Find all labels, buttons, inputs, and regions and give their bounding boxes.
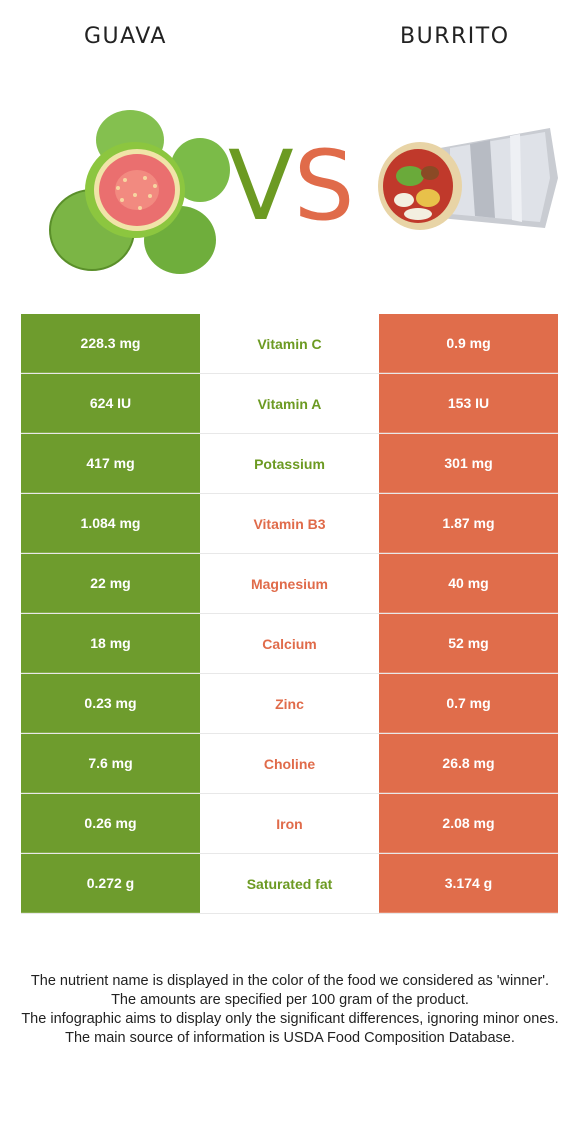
guava-value: 7.6 mg [21, 734, 200, 793]
table-row: 417 mg Potassium 301 mg [21, 434, 558, 494]
nutrient-name: Saturated fat [200, 854, 379, 913]
guava-value: 417 mg [21, 434, 200, 493]
nutrient-name: Zinc [200, 674, 379, 733]
right-food-title: BURRITO [400, 24, 510, 49]
burrito-value: 301 mg [379, 434, 558, 493]
nutrient-name: Magnesium [200, 554, 379, 613]
guava-value: 228.3 mg [21, 314, 200, 373]
footer-notes: The nutrient name is displayed in the co… [20, 972, 560, 1048]
guava-value: 22 mg [21, 554, 200, 613]
table-row: 624 IU Vitamin A 153 IU [21, 374, 558, 434]
table-row: 7.6 mg Choline 26.8 mg [21, 734, 558, 794]
burrito-value: 3.174 g [379, 854, 558, 913]
burrito-value: 40 mg [379, 554, 558, 613]
footer-line-1: The nutrient name is displayed in the co… [30, 973, 550, 989]
footer-line-3: The infographic aims to display only the… [21, 1011, 559, 1027]
footer-line-4: The main source of information is USDA F… [65, 1030, 515, 1046]
vs-s: S [293, 130, 355, 242]
nutrient-name: Iron [200, 794, 379, 853]
guava-value: 0.23 mg [21, 674, 200, 733]
table-row: 0.272 g Saturated fat 3.174 g [21, 854, 558, 914]
guava-value: 1.084 mg [21, 494, 200, 553]
guava-value: 0.26 mg [21, 794, 200, 853]
guava-value: 18 mg [21, 614, 200, 673]
guava-value: 0.272 g [21, 854, 200, 913]
table-row: 228.3 mg Vitamin C 0.9 mg [21, 314, 558, 374]
vs-label: VS [228, 138, 355, 234]
nutrient-name: Choline [200, 734, 379, 793]
burrito-value: 26.8 mg [379, 734, 558, 793]
burrito-value: 2.08 mg [379, 794, 558, 853]
burrito-value: 1.87 mg [379, 494, 558, 553]
nutrient-name: Calcium [200, 614, 379, 673]
guava-value: 624 IU [21, 374, 200, 433]
table-row: 0.23 mg Zinc 0.7 mg [21, 674, 558, 734]
burrito-value: 0.7 mg [379, 674, 558, 733]
guava-image [49, 110, 230, 274]
nutrient-name: Vitamin C [200, 314, 379, 373]
footer-line-2: The amounts are specified per 100 gram o… [111, 992, 469, 1008]
vs-v: V [228, 130, 294, 242]
burrito-image [378, 128, 558, 230]
burrito-value: 52 mg [379, 614, 558, 673]
nutrient-name: Vitamin B3 [200, 494, 379, 553]
nutrient-name: Potassium [200, 434, 379, 493]
comparison-table: 228.3 mg Vitamin C 0.9 mg 624 IU Vitamin A 15… [21, 314, 558, 914]
table-row: 18 mg Calcium 52 mg [21, 614, 558, 674]
table-row: 0.26 mg Iron 2.08 mg [21, 794, 558, 854]
nutrient-name: Vitamin A [200, 374, 379, 433]
burrito-value: 153 IU [379, 374, 558, 433]
table-row: 22 mg Magnesium 40 mg [21, 554, 558, 614]
table-row: 1.084 mg Vitamin B3 1.87 mg [21, 494, 558, 554]
burrito-value: 0.9 mg [379, 314, 558, 373]
left-food-title: GUAVA [84, 24, 167, 49]
